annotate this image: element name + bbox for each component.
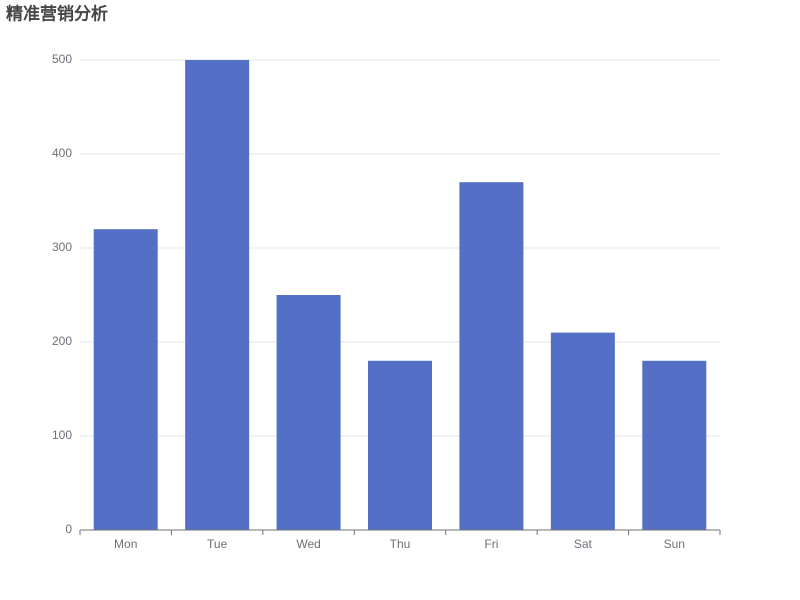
x-tick-label: Fri [484, 537, 498, 551]
y-tick-label: 100 [52, 428, 72, 442]
x-tick-label: Sun [664, 537, 685, 551]
bar [185, 60, 250, 530]
bar [276, 295, 341, 530]
bar [642, 360, 707, 530]
bar [93, 229, 158, 530]
y-tick-label: 400 [52, 146, 72, 160]
y-tick-label: 300 [52, 240, 72, 254]
x-tick-label: Tue [207, 537, 228, 551]
x-tick-label: Sat [574, 537, 593, 551]
x-tick-label: Wed [296, 537, 320, 551]
bar [459, 182, 524, 530]
bar [550, 332, 615, 530]
y-tick-label: 200 [52, 334, 72, 348]
bar [368, 360, 432, 530]
x-tick-label: Thu [390, 537, 411, 551]
x-tick-label: Mon [114, 537, 137, 551]
y-tick-label: 0 [65, 522, 72, 536]
y-tick-label: 500 [52, 52, 72, 66]
chart-title: 精准营销分析 [6, 3, 108, 23]
